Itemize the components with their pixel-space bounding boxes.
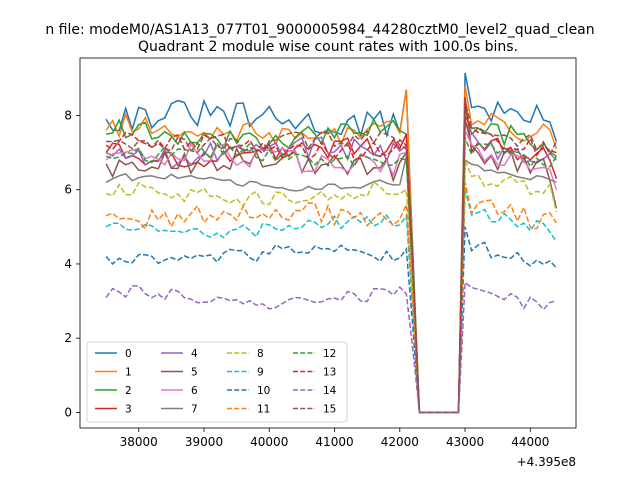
series-line-13	[105, 115, 557, 414]
legend-label-3: 3	[125, 404, 132, 416]
series-line-6	[105, 130, 558, 414]
series-line-7	[105, 156, 557, 414]
series-line-15	[106, 100, 558, 414]
legend-label-1: 1	[125, 367, 132, 379]
axes-frame	[79, 57, 577, 429]
legend-label-6: 6	[191, 385, 198, 397]
x-tick-label: 39000	[185, 435, 223, 449]
y-tick-label: 0	[64, 405, 72, 419]
legend-label-11: 11	[257, 404, 270, 416]
x-tick-label: 38000	[120, 435, 158, 449]
legend-label-5: 5	[191, 367, 198, 379]
y-tick-label: 4	[64, 257, 72, 271]
legend-label-4: 4	[191, 348, 198, 360]
series-line-14	[105, 281, 557, 414]
legend-label-14: 14	[323, 385, 337, 397]
x-offset-label: +4.395e8	[517, 455, 576, 469]
legend-label-0: 0	[125, 348, 132, 360]
series-line-8	[105, 159, 558, 414]
series-line-5	[105, 119, 558, 414]
y-tick-label: 6	[64, 183, 72, 197]
ticks-layer: 38000 39000 40000 41000 42000 43000 44000 0 2 4 6 8	[64, 109, 549, 449]
y-tick-label: 8	[64, 109, 72, 123]
legend-label-13: 13	[323, 367, 336, 379]
legend-label-9: 9	[257, 367, 264, 379]
series-layer	[105, 72, 558, 414]
series-line-11	[105, 182, 558, 414]
series-line-1	[105, 85, 558, 414]
x-tick-label: 44000	[511, 435, 549, 449]
x-tick-label: 43000	[446, 435, 484, 449]
x-tick-label: 41000	[315, 435, 353, 449]
y-tick-label: 2	[64, 331, 72, 345]
legend-label-7: 7	[191, 404, 198, 416]
series-line-12	[105, 137, 558, 414]
legend-label-2: 2	[125, 385, 132, 397]
legend-label-12: 12	[323, 348, 336, 360]
x-tick-label: 42000	[381, 435, 419, 449]
legend-box	[86, 341, 348, 423]
series-line-10	[105, 226, 557, 414]
legend-label-8: 8	[257, 348, 264, 360]
figure-suptitle: n file: modeM0/AS1A13_077T01_9000005984_…	[45, 22, 594, 38]
legend-label-15: 15	[323, 404, 336, 416]
chart-title: Quadrant 2 module wise count rates with …	[138, 39, 518, 55]
series-line-9	[105, 189, 558, 414]
legend-label-10: 10	[257, 385, 270, 397]
x-tick-label: 40000	[250, 435, 288, 449]
